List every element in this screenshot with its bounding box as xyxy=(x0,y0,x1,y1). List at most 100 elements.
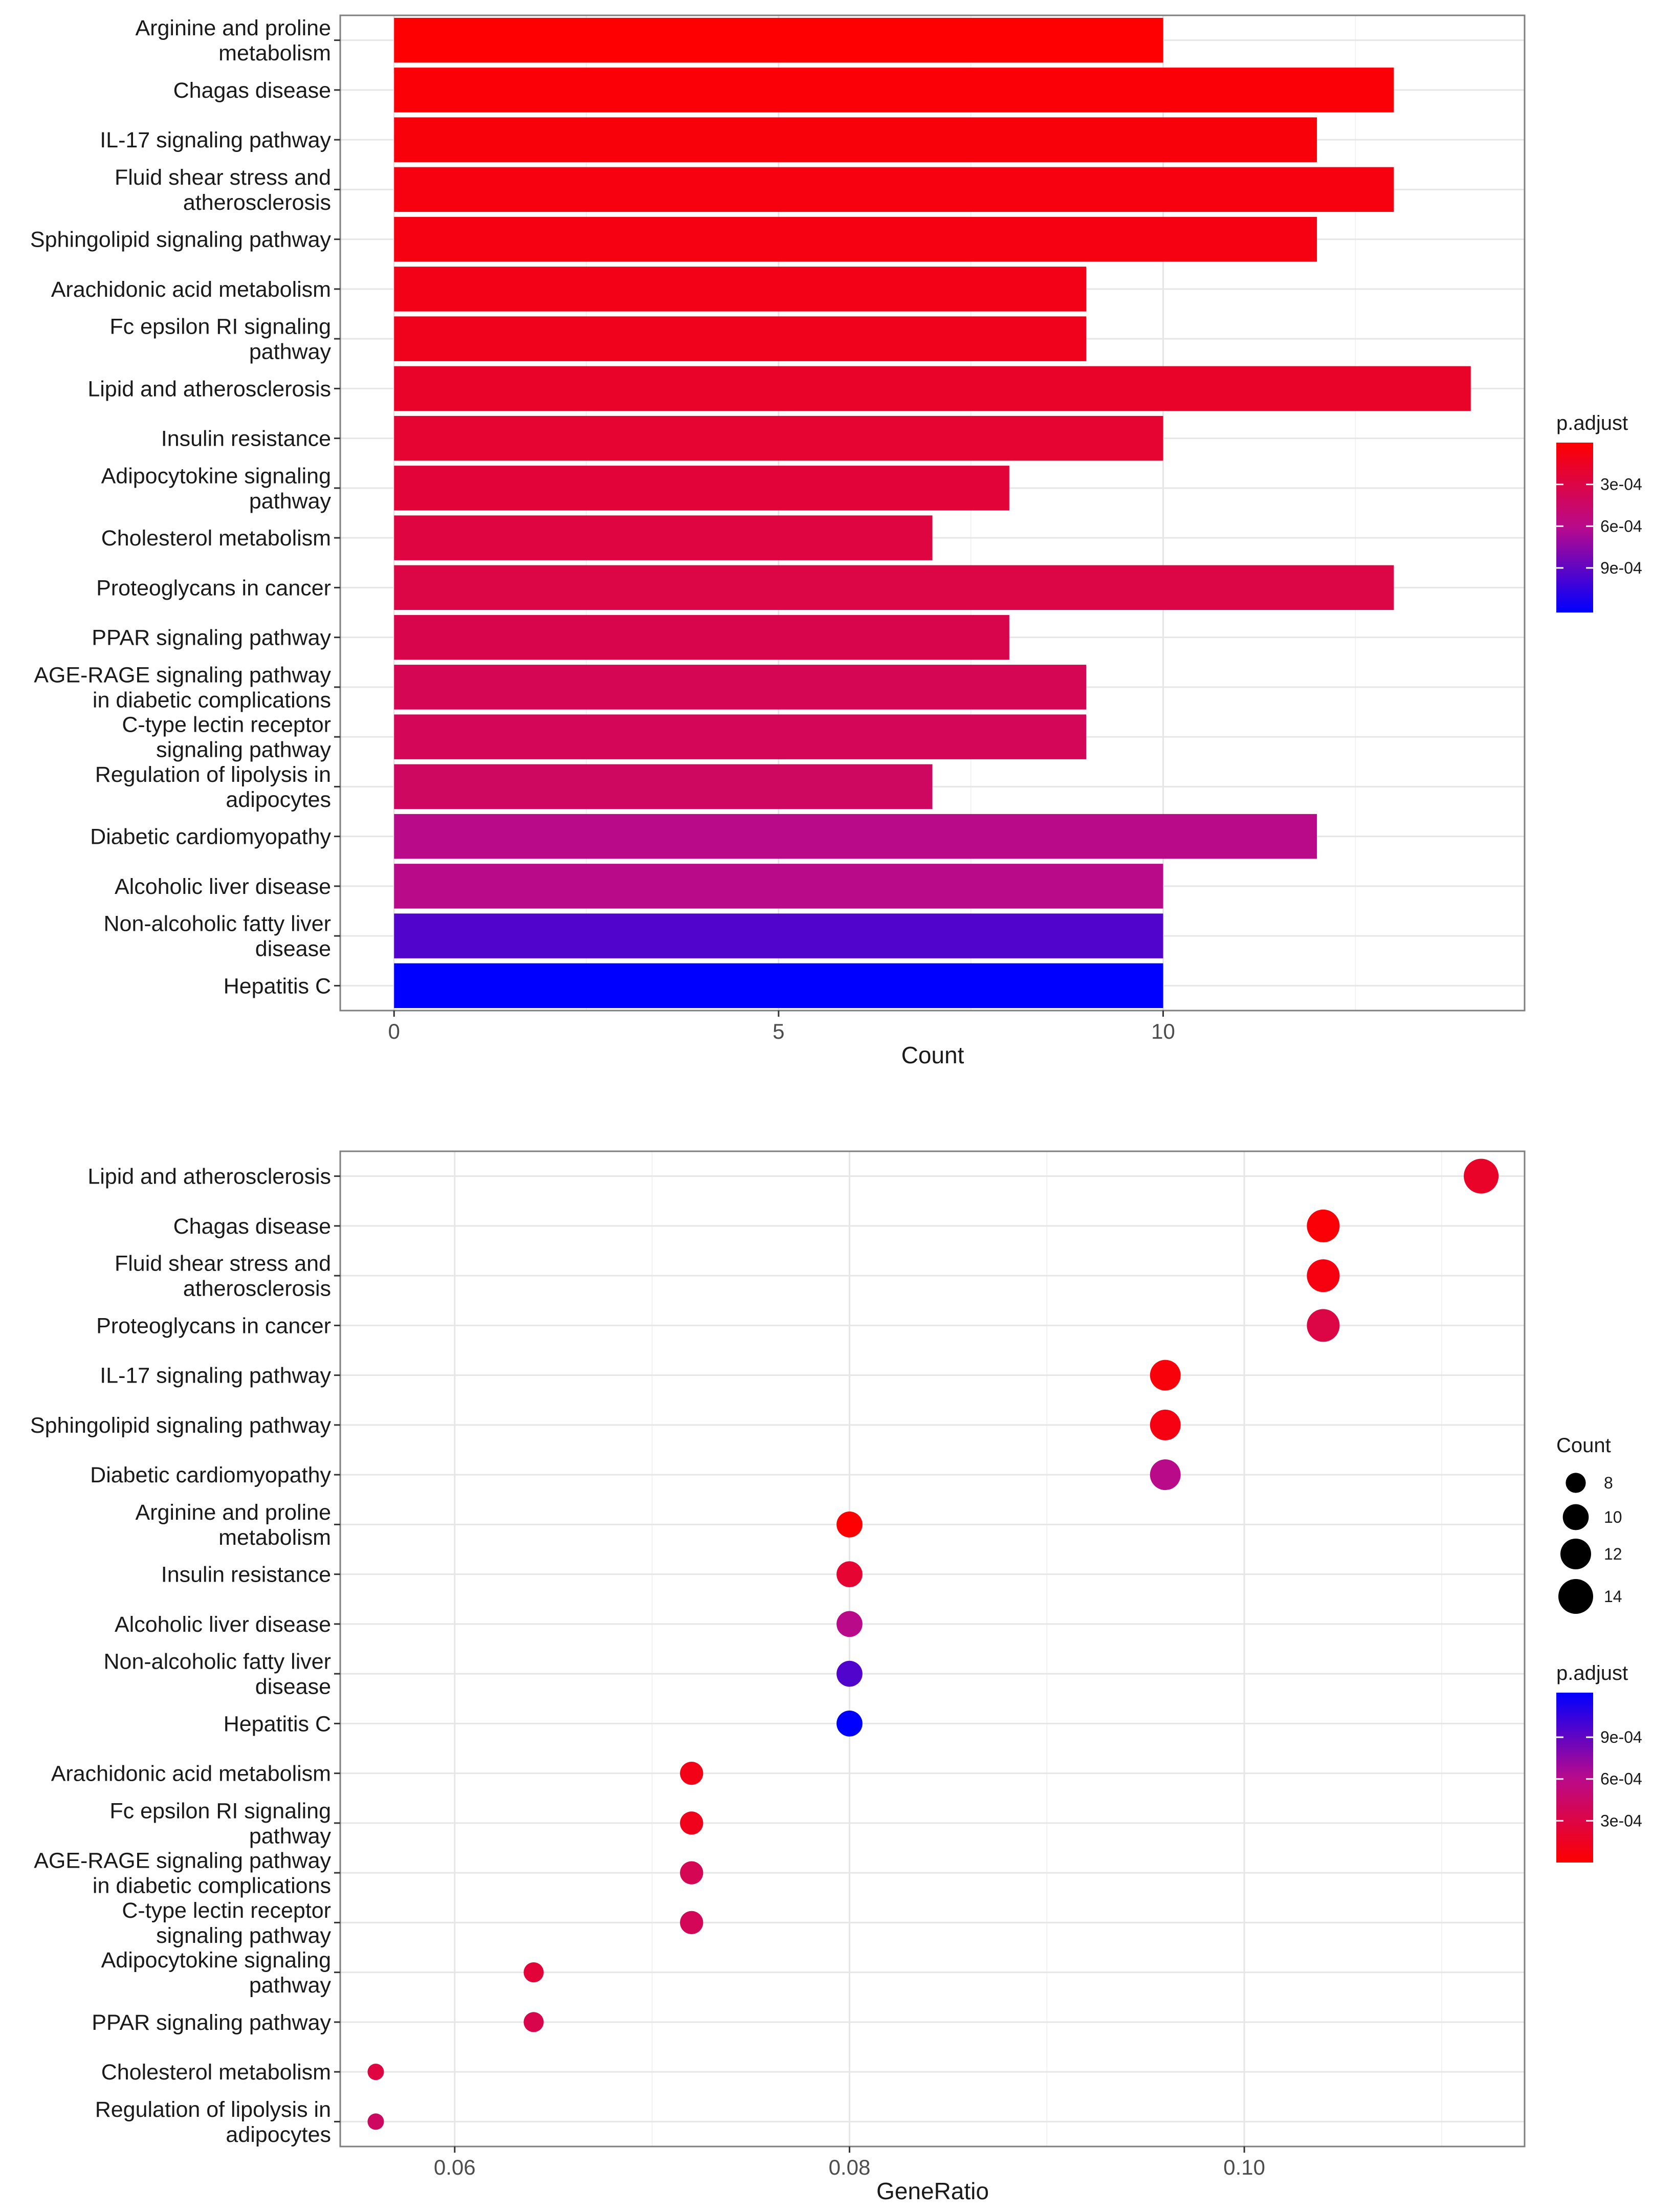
dot xyxy=(1307,1259,1340,1293)
bar xyxy=(394,216,1317,262)
dot-legend-label: 9e-04 xyxy=(1600,1728,1642,1746)
dot-legend-title: p.adjust xyxy=(1556,1662,1628,1684)
dot xyxy=(1150,1459,1181,1491)
bar-x-tick-label: 5 xyxy=(773,1019,784,1043)
dot-size-legend-label: 10 xyxy=(1604,1508,1622,1526)
dot-category-label-line: signaling pathway xyxy=(156,1923,331,1948)
bar-legend-label: 9e-04 xyxy=(1600,559,1642,577)
dot-chart: Lipid and atherosclerosis Chagas disease F… xyxy=(30,1150,1642,2204)
bar-category-label-line: atherosclerosis xyxy=(183,190,331,215)
dot-category-label-line: Sphingolipid signaling pathway xyxy=(30,1413,332,1438)
dot-panel-border xyxy=(339,1150,1526,2148)
bar xyxy=(394,913,1163,958)
dot xyxy=(1150,1360,1181,1391)
dot-size-legend-key xyxy=(1558,1579,1593,1614)
dot-legend-ticks: 9e-04 6e-04 3e-04 xyxy=(1556,1728,1642,1830)
dot xyxy=(1307,1309,1340,1342)
bar-category-label: Proteoglycans in cancer xyxy=(96,576,331,600)
bar-x-tick-label: 0 xyxy=(388,1019,400,1043)
dot-category-label-line: Non-alcoholic fatty liver xyxy=(103,1650,331,1674)
bar-legend-ticks: 3e-04 6e-04 9e-04 xyxy=(1556,475,1642,577)
bar-category-label-line: Lipid and atherosclerosis xyxy=(87,377,331,401)
dot-x-axis: 0.06 0.08 0.10 xyxy=(434,2147,1265,2179)
dot xyxy=(680,1911,703,1935)
bar-panel-background xyxy=(340,15,1525,1011)
bar-category-label-line: pathway xyxy=(249,489,332,513)
bar-category-label-line: adipocytes xyxy=(226,787,331,812)
bar-category-label: IL-17 signaling pathway xyxy=(100,128,331,152)
dot xyxy=(1464,1158,1499,1194)
bar-legend-label: 3e-04 xyxy=(1600,475,1642,494)
dot-category-label: C-type lectin receptor signaling pathway xyxy=(122,1898,331,1948)
dot-color-legend: p.adjust 9e-04 6e-04 3e-04 xyxy=(1556,1662,1642,1863)
dot-category-label-line: IL-17 signaling pathway xyxy=(100,1364,331,1388)
dot-size-legend-key xyxy=(1560,1539,1591,1569)
bar-category-label: Regulation of lipolysis in adipocytes xyxy=(95,762,331,812)
bar-category-label-line: Non-alcoholic fatty liver xyxy=(103,912,331,936)
bar-category-label: Sphingolipid signaling pathway xyxy=(30,228,332,252)
bar-category-label: Diabetic cardiomyopathy xyxy=(90,825,331,849)
bar-category-label-line: Diabetic cardiomyopathy xyxy=(90,825,331,849)
dot xyxy=(836,1611,863,1637)
bar xyxy=(394,764,933,809)
bar-color-legend: p.adjust 3e-04 6e-04 9e-04 xyxy=(1556,412,1642,612)
bar-x-tick-label: 10 xyxy=(1151,1019,1175,1043)
dot-category-label: Adipocytokine signaling pathway xyxy=(101,1948,332,1998)
dot-size-legend-label: 8 xyxy=(1604,1474,1613,1492)
bar-category-label: PPAR signaling pathway xyxy=(92,626,331,650)
dot xyxy=(523,1962,544,1983)
dot-category-label-line: Fluid shear stress and xyxy=(115,1252,331,1276)
bar-category-label-line: Chagas disease xyxy=(173,78,331,103)
dot-category-label-line: Hepatitis C xyxy=(224,1712,331,1736)
dot-category-label-line: Chagas disease xyxy=(173,1214,331,1239)
bar-category-label-line: pathway xyxy=(249,340,332,364)
dot-category-label-line: Alcoholic liver disease xyxy=(115,1612,331,1637)
bar-category-label-line: signaling pathway xyxy=(156,738,331,762)
bar xyxy=(394,415,1163,461)
bar-category-label-line: PPAR signaling pathway xyxy=(92,626,331,650)
dot-category-label-line: Lipid and atherosclerosis xyxy=(87,1165,331,1189)
bar xyxy=(394,366,1471,411)
bar xyxy=(394,68,1394,113)
dot-category-label-line: Arachidonic acid metabolism xyxy=(51,1762,331,1786)
bar-category-labels: Arginine and proline metabolism Chagas dis… xyxy=(30,16,340,998)
dot-category-label-line: AGE-RAGE signaling pathway xyxy=(34,1849,331,1873)
bar-category-label-line: IL-17 signaling pathway xyxy=(100,128,331,152)
bar-category-label: Alcoholic liver disease xyxy=(115,874,331,899)
dot-category-label: Chagas disease xyxy=(173,1214,331,1239)
dot-category-label-line: PPAR signaling pathway xyxy=(92,2010,331,2035)
dot-category-label-line: atherosclerosis xyxy=(183,1277,331,1301)
dot-category-label: IL-17 signaling pathway xyxy=(100,1364,331,1388)
dot-category-label: Alcoholic liver disease xyxy=(115,1612,331,1637)
bar-marks xyxy=(394,17,1471,1009)
dot xyxy=(836,1512,863,1538)
bar xyxy=(394,515,933,560)
bar-category-label-line: Adipocytokine signaling xyxy=(101,464,331,488)
bar-legend-label: 6e-04 xyxy=(1600,517,1642,535)
bar-category-label: Non-alcoholic fatty liver disease xyxy=(103,912,331,961)
dot-size-legend-keys: 8 10 12 14 xyxy=(1558,1473,1622,1614)
bar-category-label-line: Cholesterol metabolism xyxy=(101,526,331,551)
bar-category-label-line: Sphingolipid signaling pathway xyxy=(30,228,332,252)
dot-category-label-line: Adipocytokine signaling xyxy=(101,1948,331,1973)
dot-category-label: Cholesterol metabolism xyxy=(101,2060,331,2085)
bar-category-label-line: Fc epsilon RI signaling xyxy=(109,315,331,339)
dot-category-label: Fc epsilon RI signaling pathway xyxy=(109,1799,331,1848)
bar xyxy=(394,814,1317,859)
bar-category-label-line: Hepatitis C xyxy=(224,974,331,998)
bar-category-label: Chagas disease xyxy=(173,78,331,103)
dot-category-label-line: C-type lectin receptor xyxy=(122,1898,331,1923)
dot-size-legend-label: 14 xyxy=(1604,1587,1622,1606)
dot-category-label: Non-alcoholic fatty liver disease xyxy=(103,1650,331,1699)
dot-category-label: Insulin resistance xyxy=(161,1563,331,1587)
bar-category-label-line: disease xyxy=(255,937,331,961)
dot xyxy=(680,1811,703,1835)
bar xyxy=(394,316,1087,361)
bar-chart: Arginine and proline metabolism Chagas dis… xyxy=(30,14,1642,1068)
bar-category-label: Arachidonic acid metabolism xyxy=(51,277,331,302)
bar xyxy=(394,714,1087,759)
dot xyxy=(367,2113,384,2130)
dot-category-label: Hepatitis C xyxy=(224,1712,331,1736)
dot-size-legend-title: Count xyxy=(1556,1434,1611,1457)
